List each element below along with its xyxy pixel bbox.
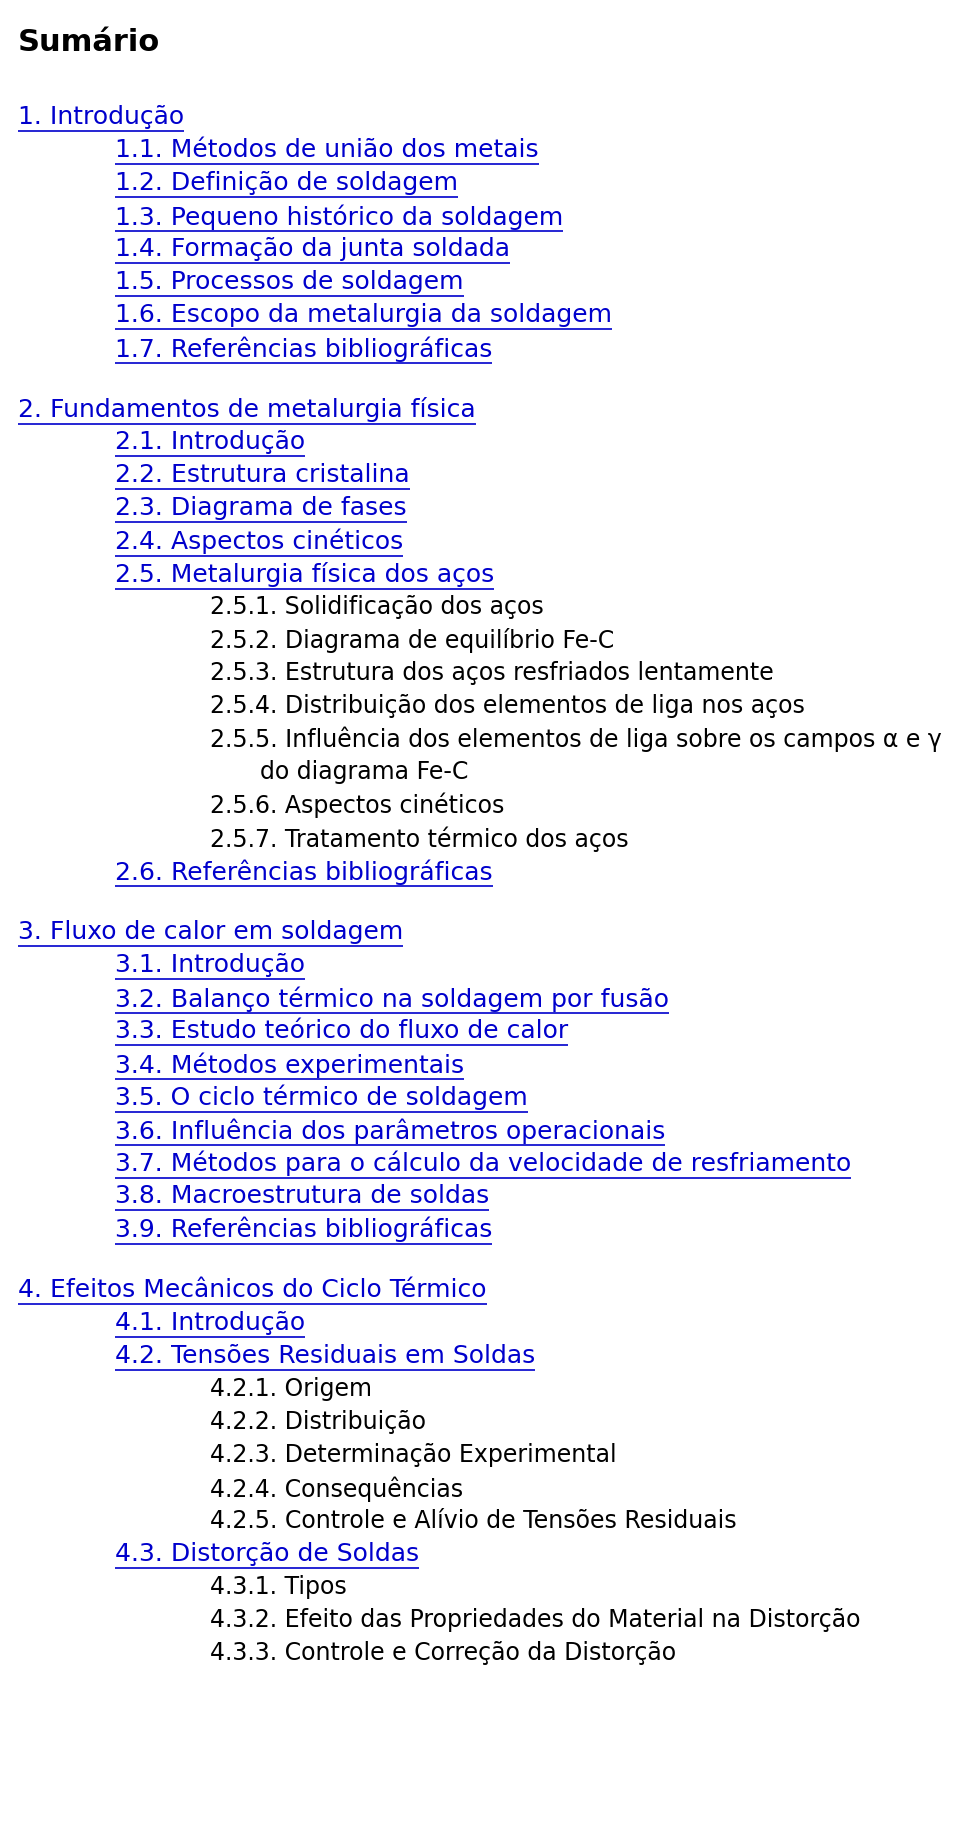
Text: 4.2.2. Distribuição: 4.2.2. Distribuição (210, 1410, 426, 1434)
Text: 1.3. Pequeno histórico da soldagem: 1.3. Pequeno histórico da soldagem (115, 205, 564, 230)
Text: 4.3.1. Tipos: 4.3.1. Tipos (210, 1576, 347, 1600)
Text: 2.4. Aspectos cinéticos: 2.4. Aspectos cinéticos (115, 529, 403, 555)
Text: 2.5.7. Tratamento térmico dos aços: 2.5.7. Tratamento térmico dos aços (210, 826, 629, 851)
Text: 4.2.5. Controle e Alívio de Tensões Residuais: 4.2.5. Controle e Alívio de Tensões Resi… (210, 1509, 736, 1533)
Text: 1.6. Escopo da metalurgia da soldagem: 1.6. Escopo da metalurgia da soldagem (115, 302, 612, 326)
Text: 4.3.3. Controle e Correção da Distorção: 4.3.3. Controle e Correção da Distorção (210, 1640, 676, 1664)
Text: 1.4. Formação da junta soldada: 1.4. Formação da junta soldada (115, 238, 510, 262)
Text: 3. Fluxo de calor em soldagem: 3. Fluxo de calor em soldagem (18, 920, 403, 944)
Text: 4. Efeitos Mecânicos do Ciclo Térmico: 4. Efeitos Mecânicos do Ciclo Térmico (18, 1277, 487, 1301)
Text: 3.8. Macroestrutura de soldas: 3.8. Macroestrutura de soldas (115, 1183, 490, 1207)
Text: 3.7. Métodos para o cálculo da velocidade de resfriamento: 3.7. Métodos para o cálculo da velocidad… (115, 1152, 852, 1176)
Text: 3.5. O ciclo térmico de soldagem: 3.5. O ciclo térmico de soldagem (115, 1086, 528, 1111)
Text: 3.4. Métodos experimentais: 3.4. Métodos experimentais (115, 1052, 464, 1078)
Text: 4.3.2. Efeito das Propriedades do Material na Distorção: 4.3.2. Efeito das Propriedades do Materi… (210, 1607, 860, 1633)
Text: 3.6. Influência dos parâmetros operacionais: 3.6. Influência dos parâmetros operacion… (115, 1119, 665, 1143)
Text: 4.3. Distorção de Soldas: 4.3. Distorção de Soldas (115, 1543, 420, 1567)
Text: 2.5.3. Estrutura dos aços resfriados lentamente: 2.5.3. Estrutura dos aços resfriados len… (210, 662, 774, 686)
Text: 2.2. Estrutura cristalina: 2.2. Estrutura cristalina (115, 463, 410, 487)
Text: 2.6. Referências bibliográficas: 2.6. Referências bibliográficas (115, 859, 492, 885)
Text: 2.5.5. Influência dos elementos de liga sobre os campos α e γ: 2.5.5. Influência dos elementos de liga … (210, 726, 942, 752)
Text: Sumário: Sumário (18, 28, 160, 57)
Text: 2.5.1. Solidificação dos aços: 2.5.1. Solidificação dos aços (210, 595, 543, 619)
Text: 3.1. Introdução: 3.1. Introdução (115, 953, 305, 977)
Text: 4.1. Introdução: 4.1. Introdução (115, 1310, 305, 1334)
Text: 4.2.3. Determinação Experimental: 4.2.3. Determinação Experimental (210, 1443, 616, 1467)
Text: 3.3. Estudo teórico do fluxo de calor: 3.3. Estudo teórico do fluxo de calor (115, 1019, 568, 1043)
Text: 2.5.4. Distribuição dos elementos de liga nos aços: 2.5.4. Distribuição dos elementos de lig… (210, 695, 804, 719)
Text: 4.2.4. Consequências: 4.2.4. Consequências (210, 1476, 463, 1502)
Text: 2. Fundamentos de metalurgia física: 2. Fundamentos de metalurgia física (18, 396, 475, 422)
Text: 1.7. Referências bibliográficas: 1.7. Referências bibliográficas (115, 335, 492, 361)
Text: do diagrama Fe-C: do diagrama Fe-C (260, 759, 468, 783)
Text: 2.1. Introdução: 2.1. Introdução (115, 429, 305, 453)
Text: 3.9. Referências bibliográficas: 3.9. Referências bibliográficas (115, 1216, 492, 1242)
Text: 1. Introdução: 1. Introdução (18, 105, 184, 129)
Text: 2.5.6. Aspectos cinéticos: 2.5.6. Aspectos cinéticos (210, 792, 504, 818)
Text: 1.1. Métodos de união dos metais: 1.1. Métodos de união dos metais (115, 138, 539, 162)
Text: 2.3. Diagrama de fases: 2.3. Diagrama de fases (115, 496, 407, 520)
Text: 4.2. Tensões Residuais em Soldas: 4.2. Tensões Residuais em Soldas (115, 1344, 536, 1368)
Text: 4.2.1. Origem: 4.2.1. Origem (210, 1377, 372, 1401)
Text: 2.5. Metalurgia física dos aços: 2.5. Metalurgia física dos aços (115, 562, 494, 588)
Text: 1.5. Processos de soldagem: 1.5. Processos de soldagem (115, 271, 464, 295)
Text: 3.2. Balanço térmico na soldagem por fusão: 3.2. Balanço térmico na soldagem por fus… (115, 986, 669, 1012)
Text: 2.5.2. Diagrama de equilíbrio Fe-C: 2.5.2. Diagrama de equilíbrio Fe-C (210, 628, 614, 652)
Text: 1.2. Definição de soldagem: 1.2. Definição de soldagem (115, 171, 458, 195)
